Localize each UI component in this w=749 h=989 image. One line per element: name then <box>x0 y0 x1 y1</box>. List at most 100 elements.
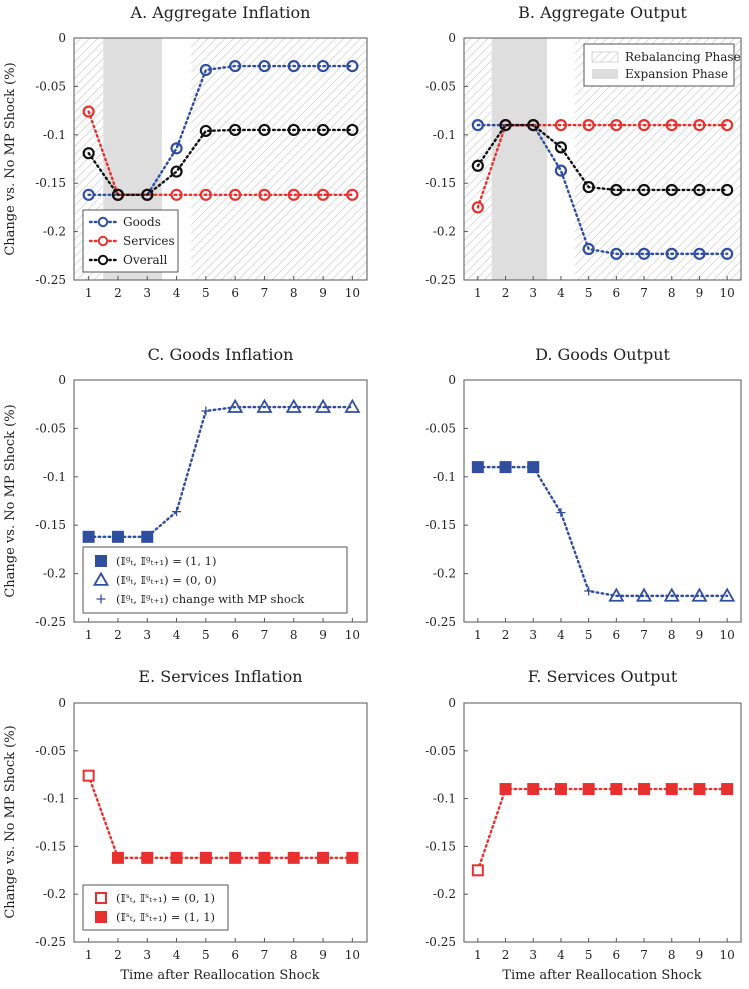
data-point <box>199 124 212 138</box>
y-tick-label: -0.1 <box>43 128 66 142</box>
data-point <box>199 63 212 77</box>
data-point <box>170 851 183 864</box>
legend-label: (𝕀ˢₜ, 𝕀ˢₜ₊₁) = (1, 1) <box>116 910 215 924</box>
legend-marker <box>95 911 107 923</box>
x-tick-label: 1 <box>474 286 482 300</box>
data-point <box>256 398 273 413</box>
x-tick-label: 1 <box>85 286 93 300</box>
data-point <box>527 461 540 474</box>
y-tick-label: -0.1 <box>43 470 66 484</box>
data-point <box>608 587 625 602</box>
legend-label: (𝕀ᵍₜ, 𝕀ᵍₜ₊₁) = (1, 1) <box>116 554 216 568</box>
x-tick-label: 7 <box>640 948 648 962</box>
y-tick-label: -0.2 <box>433 567 456 581</box>
x-tick-label: 7 <box>261 286 269 300</box>
x-tick-label: 5 <box>202 948 210 962</box>
x-tick-label: 5 <box>585 628 593 642</box>
x-tick-label: 3 <box>529 948 537 962</box>
y-tick-label: -0.15 <box>35 518 66 532</box>
data-point <box>693 783 706 796</box>
data-point <box>82 530 95 543</box>
expansion-shading <box>491 38 548 280</box>
y-tick-label: -0.2 <box>433 887 456 901</box>
legend: Goods Services Overall <box>82 209 179 273</box>
x-tick-label: 2 <box>114 628 122 642</box>
data-point <box>287 123 300 137</box>
data-point <box>637 119 651 132</box>
data-point <box>638 783 651 796</box>
x-tick-label: 10 <box>345 948 360 962</box>
data-point <box>554 141 568 154</box>
y-tick-label: -0.05 <box>35 744 66 758</box>
y-axis-label: Change vs. No MP Shock (%) <box>3 404 18 597</box>
legend-marker <box>92 571 110 586</box>
panel-c: C. Goods Inflation 0 -0.05 -0.1 -0.15 -0.2 -0.… <box>35 345 368 642</box>
data-point <box>637 247 651 260</box>
data-point <box>554 164 568 177</box>
data-point <box>258 59 271 73</box>
y-tick-label: -0.15 <box>425 839 456 853</box>
data-point <box>610 183 623 197</box>
data-point <box>111 188 125 201</box>
panel-e: E. Services Inflation 0 -0.05 -0.1 -0.15 -0.2… <box>35 667 368 962</box>
data-point <box>691 587 708 602</box>
x-tick-label: 3 <box>143 628 151 642</box>
data-point <box>316 188 330 201</box>
x-tick-label: 3 <box>143 286 151 300</box>
data-point <box>637 183 651 197</box>
y-axis-label: Change vs. No MP Shock (%) <box>3 725 18 918</box>
y-tick-label: -0.25 <box>425 273 456 287</box>
data-point <box>663 587 680 602</box>
data-point <box>229 59 242 73</box>
y-tick-label: 0 <box>448 696 456 710</box>
data-point <box>170 188 183 201</box>
y-tick-label: 0 <box>58 31 66 45</box>
data-point <box>721 183 734 197</box>
series-line <box>87 405 354 539</box>
y-tick-label: -0.15 <box>425 518 456 532</box>
legend-label: Goods <box>123 215 161 229</box>
plot-frame <box>463 379 742 623</box>
data-point <box>229 188 242 201</box>
data-point <box>258 188 271 201</box>
x-tick-label: 5 <box>202 628 210 642</box>
y-tick-label: -0.05 <box>425 421 456 435</box>
legend-label: Expansion Phase <box>625 67 728 81</box>
series-line <box>476 123 729 192</box>
y-tick-label: -0.1 <box>43 792 66 806</box>
x-tick-label: 6 <box>231 628 239 642</box>
legend: (𝕀ˢₜ, 𝕀ˢₜ₊₁) = (0, 1) (𝕀ˢₜ, 𝕀ˢₜ₊₁) = (1, … <box>82 884 229 931</box>
legend-label: (𝕀ˢₜ, 𝕀ˢₜ₊₁) = (0, 1) <box>116 891 215 905</box>
plot-frame <box>463 37 742 281</box>
x-tick-label: 1 <box>85 948 93 962</box>
data-point <box>346 59 359 73</box>
x-tick-label: 1 <box>474 628 482 642</box>
x-tick-label: 8 <box>668 286 676 300</box>
panel-title: E. Services Inflation <box>138 667 302 686</box>
legend: Rebalancing Phase Expansion Phase <box>583 43 741 87</box>
legend-swatch-expansion <box>592 69 618 79</box>
data-point <box>556 508 566 518</box>
x-tick-label: 7 <box>261 628 269 642</box>
plot-frame <box>73 702 368 943</box>
legend-marker <box>97 254 109 266</box>
data-point <box>527 783 540 796</box>
y-tick-label: -0.2 <box>43 567 66 581</box>
panel-b: B. Aggregate Output 0 -0.05 -0.1 -0.15 -0.2 -0… <box>425 3 742 300</box>
x-axis-label: Time after Reallocation Shock <box>502 968 701 983</box>
data-point <box>721 119 734 132</box>
y-tick-label: 0 <box>58 373 66 387</box>
y-tick-label: 0 <box>448 373 456 387</box>
rebalancing-shading <box>191 38 367 280</box>
legend-label: (𝕀ᵍₜ, 𝕀ᵍₜ₊₁) change with MP shock <box>116 592 305 606</box>
data-point <box>582 242 595 256</box>
data-point <box>499 461 512 474</box>
legend-marker <box>95 555 107 567</box>
x-tick-label: 9 <box>696 948 704 962</box>
plot-frame <box>73 37 368 281</box>
data-point <box>111 851 124 864</box>
x-tick-label: 2 <box>502 286 510 300</box>
data-point <box>316 59 330 73</box>
x-tick-label: 9 <box>696 286 704 300</box>
